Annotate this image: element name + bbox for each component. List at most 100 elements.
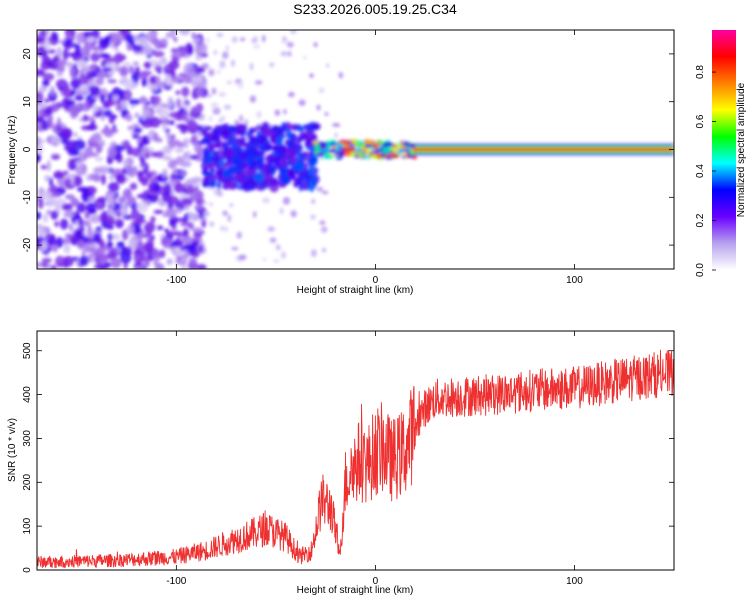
heatmap-cell bbox=[308, 155, 318, 166]
heatmap-cell bbox=[72, 51, 84, 62]
heatmap-cell bbox=[46, 209, 52, 215]
heatmap-cell bbox=[56, 236, 64, 248]
heatmap-cell bbox=[327, 149, 337, 153]
snr-frame bbox=[36, 330, 675, 571]
heatmap-cell bbox=[285, 129, 293, 139]
heatmap-cell bbox=[127, 34, 134, 45]
heatmap-cell bbox=[84, 211, 91, 220]
heatmap-cell bbox=[79, 255, 89, 266]
heatmap-cell bbox=[127, 125, 133, 131]
heatmap-cell bbox=[116, 153, 121, 161]
heatmap-cell bbox=[53, 186, 66, 196]
heatmap-cell bbox=[128, 98, 141, 106]
heatmap-cell bbox=[89, 214, 102, 224]
heatmap-cell bbox=[56, 59, 68, 67]
heatmap-cell bbox=[90, 52, 100, 63]
heatmap-cell bbox=[262, 142, 273, 152]
heatmap-cell bbox=[252, 211, 257, 218]
heatmap-cell bbox=[73, 139, 86, 151]
heatmap-cell bbox=[216, 176, 226, 183]
heatmap-cell bbox=[64, 194, 75, 200]
heatmap-cell bbox=[308, 183, 315, 192]
heatmap-cell bbox=[222, 150, 233, 159]
heatmap-cell bbox=[156, 81, 167, 88]
heatmap-cell bbox=[99, 212, 108, 224]
heatmap-cell bbox=[235, 171, 247, 183]
heatmap-cell bbox=[145, 221, 156, 231]
heatmap-cell bbox=[226, 80, 233, 85]
heatmap-cell bbox=[279, 207, 284, 215]
heatmap-cell bbox=[231, 59, 235, 67]
heatmap-cell bbox=[247, 183, 256, 191]
heatmap-cell bbox=[42, 79, 50, 87]
heatmap-cell bbox=[283, 108, 287, 115]
heatmap-cell bbox=[290, 30, 297, 35]
snr-series-line bbox=[37, 349, 674, 569]
heatmap-band-core bbox=[415, 147, 674, 152]
heatmap-cell bbox=[314, 145, 320, 150]
colorbar-tick-label: 0.6 bbox=[695, 114, 706, 128]
heatmap-cell bbox=[359, 143, 364, 147]
heatmap-cell bbox=[136, 261, 142, 267]
heatmap-cell bbox=[216, 181, 222, 190]
heatmap-cell bbox=[120, 77, 129, 82]
heatmap-cell bbox=[151, 248, 159, 259]
heatmap-cell bbox=[390, 146, 401, 150]
heatmap-cell bbox=[107, 69, 113, 78]
heatmap-cell bbox=[182, 229, 190, 237]
heatmap-cell bbox=[130, 220, 136, 228]
heatmap-cell bbox=[252, 44, 261, 49]
heatmap-cell bbox=[391, 153, 400, 158]
heatmap-cell bbox=[129, 182, 138, 191]
heatmap-cell bbox=[37, 110, 41, 117]
heatmap-cell bbox=[169, 119, 175, 126]
heatmap-cell bbox=[213, 49, 217, 56]
heatmap-cell bbox=[95, 156, 104, 162]
heatmap-cell bbox=[286, 148, 298, 157]
heatmap-cell bbox=[279, 174, 290, 183]
heatmap-cell bbox=[196, 131, 202, 139]
heatmap-cell bbox=[109, 233, 121, 241]
heatmap-cell bbox=[148, 193, 160, 203]
heatmap-cell bbox=[192, 182, 201, 190]
heatmap-cell bbox=[66, 99, 75, 106]
spectrogram-x-ticks: -100 0 100 bbox=[166, 30, 583, 286]
heatmap-cell bbox=[77, 225, 85, 234]
heatmap-cell bbox=[201, 221, 207, 228]
heatmap-cell bbox=[168, 138, 177, 149]
heatmap-cell bbox=[37, 197, 43, 202]
heatmap-cell bbox=[162, 168, 168, 177]
heatmap-cell bbox=[122, 189, 132, 199]
heatmap-cell bbox=[115, 218, 123, 225]
spectrogram-y-label: Frequency (Hz) bbox=[7, 116, 18, 185]
heatmap-cell bbox=[99, 241, 105, 249]
heatmap-cell bbox=[173, 37, 178, 43]
heatmap-cell bbox=[50, 183, 57, 193]
heatmap-cell bbox=[74, 95, 84, 101]
heatmap-cell bbox=[64, 178, 72, 186]
heatmap-cell bbox=[37, 261, 41, 268]
heatmap-cell bbox=[240, 136, 246, 146]
heatmap-cell bbox=[364, 139, 373, 145]
heatmap-cell bbox=[53, 170, 64, 180]
heatmap-cell bbox=[102, 67, 112, 72]
heatmap-cell bbox=[191, 240, 200, 247]
colorbar-tick-label: 0.0 bbox=[695, 263, 706, 277]
snr-x-label: Height of straight line (km) bbox=[297, 585, 414, 596]
heatmap-cell bbox=[248, 138, 260, 144]
heatmap-cell bbox=[133, 127, 143, 133]
heatmap-cell bbox=[100, 173, 107, 185]
heatmap-cell bbox=[250, 38, 258, 44]
heatmap-cell bbox=[42, 55, 51, 65]
heatmap-cell bbox=[134, 112, 140, 119]
heatmap-cell bbox=[121, 229, 129, 241]
heatmap-cell bbox=[95, 77, 104, 86]
heatmap-cell bbox=[308, 165, 313, 176]
heatmap-cell bbox=[257, 144, 266, 151]
heatmap-cell bbox=[201, 63, 210, 70]
heatmap-cell bbox=[187, 260, 199, 269]
heatmap-cell bbox=[231, 36, 238, 43]
heatmap-cell bbox=[244, 119, 249, 126]
heatmap-cell bbox=[107, 145, 117, 158]
heatmap-cell bbox=[225, 45, 230, 52]
